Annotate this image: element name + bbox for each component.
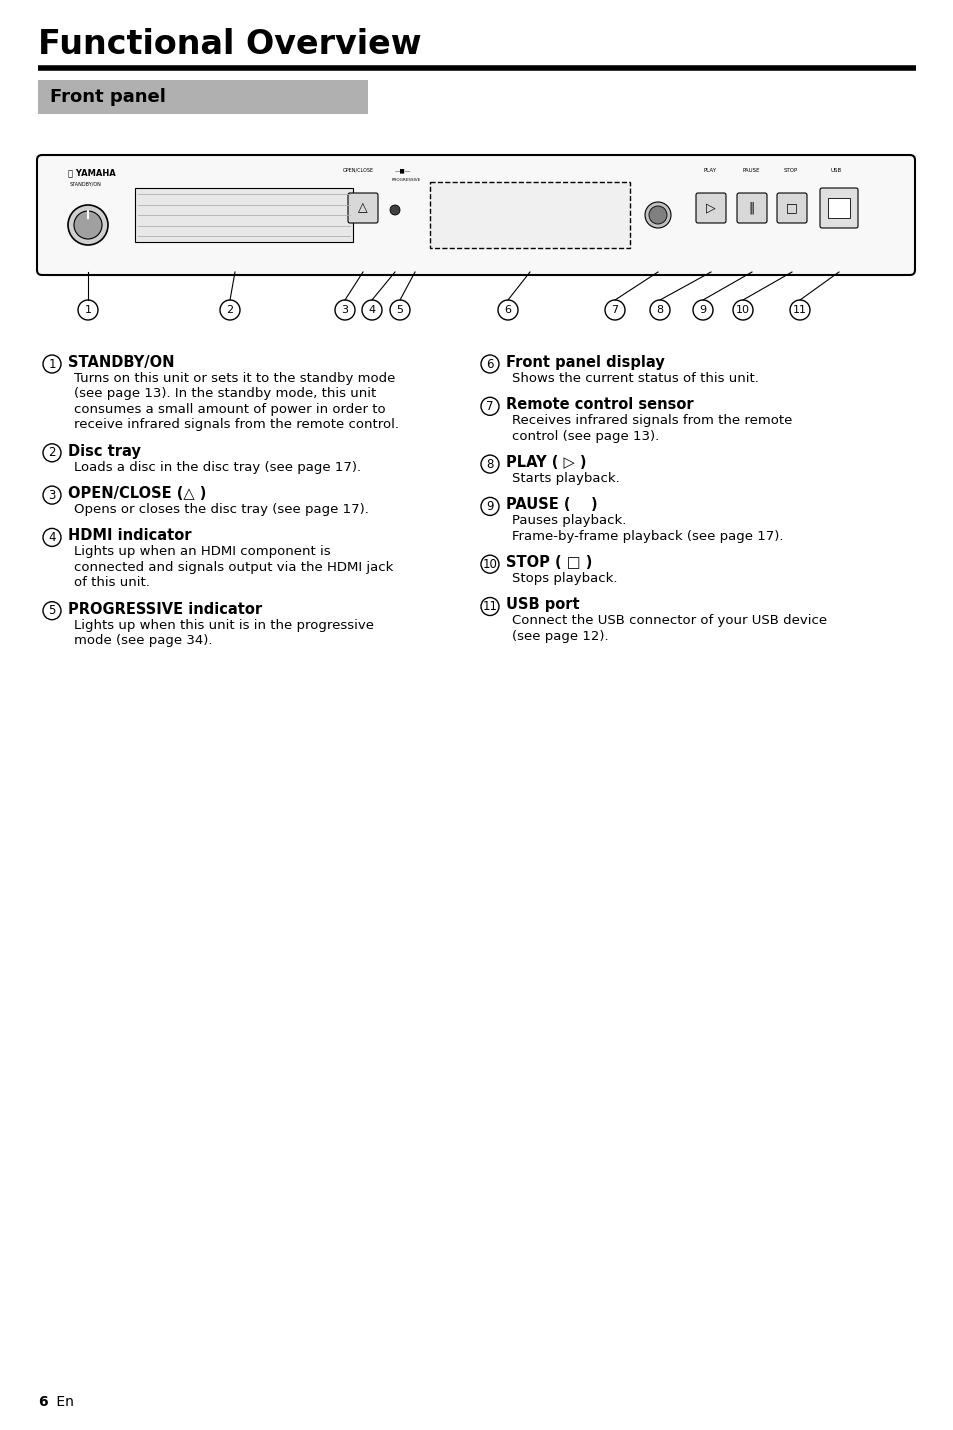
Text: 11: 11 bbox=[482, 601, 497, 613]
Text: 5: 5 bbox=[49, 605, 55, 618]
Text: (see page 13). In the standby mode, this unit: (see page 13). In the standby mode, this… bbox=[74, 388, 375, 400]
Circle shape bbox=[68, 204, 108, 245]
Bar bbox=[430, 182, 629, 247]
Text: 10: 10 bbox=[482, 558, 497, 571]
Text: Receives infrared signals from the remote: Receives infrared signals from the remot… bbox=[512, 415, 792, 428]
Text: □: □ bbox=[785, 202, 797, 214]
Circle shape bbox=[644, 202, 670, 227]
Text: USB: USB bbox=[829, 167, 841, 173]
Text: Opens or closes the disc tray (see page 17).: Opens or closes the disc tray (see page … bbox=[74, 503, 369, 516]
Text: PROGRESSIVE: PROGRESSIVE bbox=[392, 177, 421, 182]
Text: receive infrared signals from the remote control.: receive infrared signals from the remote… bbox=[74, 419, 398, 432]
Circle shape bbox=[390, 204, 399, 214]
Text: connected and signals output via the HDMI jack: connected and signals output via the HDM… bbox=[74, 561, 393, 573]
Circle shape bbox=[648, 206, 666, 225]
Text: of this unit.: of this unit. bbox=[74, 576, 150, 589]
Text: STANDBY/ON: STANDBY/ON bbox=[68, 355, 174, 370]
Bar bbox=[135, 187, 353, 242]
Text: 2: 2 bbox=[49, 446, 55, 459]
FancyBboxPatch shape bbox=[737, 193, 766, 223]
FancyBboxPatch shape bbox=[820, 187, 857, 227]
Text: ‖: ‖ bbox=[748, 202, 755, 214]
Text: Lights up when an HDMI component is: Lights up when an HDMI component is bbox=[74, 545, 331, 558]
Text: USB port: USB port bbox=[505, 598, 579, 612]
Text: STOP ( □ ): STOP ( □ ) bbox=[505, 555, 592, 571]
Text: Shows the current status of this unit.: Shows the current status of this unit. bbox=[512, 372, 758, 385]
Text: Starts playback.: Starts playback. bbox=[512, 472, 619, 485]
Text: mode (see page 34).: mode (see page 34). bbox=[74, 633, 213, 646]
Text: PAUSE: PAUSE bbox=[741, 167, 759, 173]
Bar bbox=[827, 197, 849, 217]
FancyBboxPatch shape bbox=[348, 193, 377, 223]
Text: 9: 9 bbox=[699, 305, 706, 315]
Text: consumes a small amount of power in order to: consumes a small amount of power in orde… bbox=[74, 403, 385, 416]
Text: ▷: ▷ bbox=[705, 202, 715, 214]
FancyBboxPatch shape bbox=[37, 154, 914, 275]
Text: 2: 2 bbox=[226, 305, 233, 315]
Text: STANDBY/ON: STANDBY/ON bbox=[70, 182, 102, 187]
Text: 6: 6 bbox=[504, 305, 511, 315]
Text: En: En bbox=[52, 1396, 73, 1409]
Text: PLAY ( ▷ ): PLAY ( ▷ ) bbox=[505, 455, 586, 470]
Text: 3: 3 bbox=[49, 489, 55, 502]
Text: OPEN/CLOSE (△ ): OPEN/CLOSE (△ ) bbox=[68, 486, 206, 500]
Text: HDMI indicator: HDMI indicator bbox=[68, 529, 192, 543]
Text: 9: 9 bbox=[486, 500, 494, 513]
Text: Frame-by-frame playback (see page 17).: Frame-by-frame playback (see page 17). bbox=[512, 529, 782, 543]
Circle shape bbox=[74, 212, 102, 239]
Text: 5: 5 bbox=[396, 305, 403, 315]
Text: 1: 1 bbox=[85, 305, 91, 315]
Text: Front panel: Front panel bbox=[50, 89, 166, 106]
Text: △: △ bbox=[357, 202, 368, 214]
Text: PROGRESSIVE indicator: PROGRESSIVE indicator bbox=[68, 602, 262, 616]
Text: 8: 8 bbox=[486, 458, 493, 470]
Text: control (see page 13).: control (see page 13). bbox=[512, 429, 659, 443]
Text: 7: 7 bbox=[486, 400, 494, 413]
Text: 6: 6 bbox=[486, 358, 494, 370]
Text: OPEN/CLOSE: OPEN/CLOSE bbox=[342, 167, 374, 173]
Text: Remote control sensor: Remote control sensor bbox=[505, 398, 693, 412]
Text: Disc tray: Disc tray bbox=[68, 443, 141, 459]
Text: Lights up when this unit is in the progressive: Lights up when this unit is in the progr… bbox=[74, 619, 374, 632]
Text: Loads a disc in the disc tray (see page 17).: Loads a disc in the disc tray (see page … bbox=[74, 460, 361, 473]
Text: Ⓢ YAMAHA: Ⓢ YAMAHA bbox=[68, 167, 115, 177]
Text: PAUSE (    ): PAUSE ( ) bbox=[505, 498, 597, 512]
Text: 3: 3 bbox=[341, 305, 348, 315]
Text: 7: 7 bbox=[611, 305, 618, 315]
Text: 4: 4 bbox=[49, 531, 55, 543]
Text: 8: 8 bbox=[656, 305, 663, 315]
Text: PLAY: PLAY bbox=[702, 167, 716, 173]
FancyBboxPatch shape bbox=[696, 193, 725, 223]
Text: Pauses playback.: Pauses playback. bbox=[512, 515, 626, 528]
FancyBboxPatch shape bbox=[776, 193, 806, 223]
Text: 11: 11 bbox=[792, 305, 806, 315]
Text: Turns on this unit or sets it to the standby mode: Turns on this unit or sets it to the sta… bbox=[74, 372, 395, 385]
Bar bbox=[38, 80, 368, 114]
Text: —■—: —■— bbox=[395, 167, 411, 173]
Text: 10: 10 bbox=[735, 305, 749, 315]
Text: Stops playback.: Stops playback. bbox=[512, 572, 617, 585]
Text: Front panel display: Front panel display bbox=[505, 355, 664, 370]
Text: 4: 4 bbox=[368, 305, 375, 315]
Text: STOP: STOP bbox=[783, 167, 798, 173]
Text: (see page 12).: (see page 12). bbox=[512, 629, 608, 644]
Text: Connect the USB connector of your USB device: Connect the USB connector of your USB de… bbox=[512, 615, 826, 628]
Text: 6: 6 bbox=[38, 1396, 48, 1409]
Text: 1: 1 bbox=[49, 358, 55, 370]
Text: Functional Overview: Functional Overview bbox=[38, 29, 421, 61]
